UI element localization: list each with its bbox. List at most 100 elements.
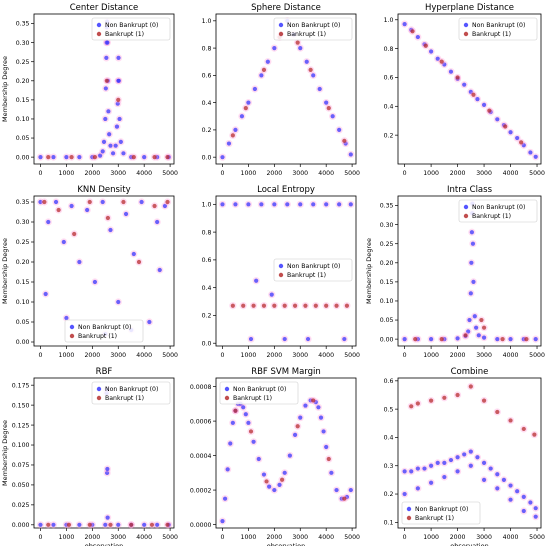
non-bankrupt-point — [508, 337, 513, 342]
non-bankrupt-point — [475, 96, 480, 102]
non-bankrupt-point — [337, 127, 342, 133]
y-tick-label: 1.0 — [384, 17, 394, 24]
non-bankrupt-point — [51, 522, 56, 527]
non-bankrupt-point — [38, 522, 43, 527]
non-bankrupt-point — [272, 45, 277, 51]
bankrupt-point — [524, 337, 529, 342]
non-bankrupt-point — [222, 496, 228, 501]
non-bankrupt-point — [435, 460, 440, 466]
y-tick-label: 0.6 — [384, 75, 394, 82]
y-tick-label: 0.15 — [16, 97, 30, 104]
bankrupt-point — [165, 522, 170, 527]
non-bankrupt-point — [100, 149, 105, 154]
non-bankrupt-point — [533, 337, 538, 342]
non-bankrupt-point — [470, 241, 476, 246]
non-bankrupt-point — [287, 453, 292, 458]
non-bankrupt-point — [105, 466, 110, 472]
bankrupt-point — [251, 303, 256, 308]
non-bankrupt-point — [117, 116, 122, 122]
bankrupt-point — [481, 325, 487, 330]
bankrupt-point — [152, 203, 157, 209]
non-bankrupt-point — [220, 155, 225, 160]
bankrupt-point — [342, 138, 347, 143]
x-tick-label: 2000 — [84, 352, 100, 359]
non-bankrupt-point — [462, 82, 467, 87]
non-bankrupt-point — [435, 56, 440, 61]
y-tick-label: 0.025 — [12, 502, 30, 509]
y-tick-label: 0.100 — [12, 442, 30, 449]
non-bankrupt-point — [469, 260, 474, 265]
legend-label: Non Bankrupt (0) — [472, 204, 525, 211]
bankrupt-point — [243, 105, 248, 111]
bankrupt-point — [303, 303, 308, 308]
bankrupt-point — [233, 408, 238, 413]
non-bankrupt-point — [139, 199, 144, 205]
bankrupt-point — [479, 317, 484, 323]
y-tick-label: 0.0008 — [190, 384, 212, 391]
bankrupt-point — [471, 92, 476, 97]
bankrupt-point — [261, 67, 267, 73]
non-bankrupt-point — [348, 152, 353, 157]
non-bankrupt-point — [303, 403, 308, 408]
bankrupt-point — [308, 67, 313, 73]
non-bankrupt-point — [330, 114, 335, 119]
bankrupt-point — [342, 496, 347, 501]
x-tick-label: 4000 — [136, 170, 152, 177]
y-tick-label: 0.35 — [16, 199, 30, 206]
x-tick-label: 4000 — [503, 534, 519, 541]
x-tick-label: 5000 — [529, 534, 545, 541]
x-tick-label: 1000 — [59, 170, 75, 177]
x-tick-label: 3000 — [110, 170, 126, 177]
non-bankrupt-point — [298, 202, 303, 207]
non-bankrupt-point — [155, 219, 160, 225]
x-tick-label: 0 — [403, 534, 407, 541]
legend-marker — [463, 31, 469, 37]
x-tick-label: 3000 — [292, 534, 308, 541]
non-bankrupt-point — [115, 101, 120, 106]
non-bankrupt-point — [415, 34, 420, 40]
y-tick-label: 0.20 — [16, 78, 30, 85]
non-bankrupt-point — [116, 299, 121, 305]
x-tick-label: 5000 — [529, 170, 545, 177]
legend-marker — [96, 31, 102, 37]
y-axis-label: Membership Degree — [1, 238, 9, 304]
legend-label: Bankrupt (1) — [287, 31, 326, 38]
non-bankrupt-point — [508, 497, 513, 502]
x-tick-label: 4000 — [318, 534, 334, 541]
non-bankrupt-point — [105, 470, 110, 476]
bankrupt-point — [521, 426, 526, 432]
non-bankrupt-point — [429, 49, 434, 54]
legend-label: Bankrupt (1) — [233, 395, 272, 402]
non-bankrupt-point — [442, 474, 447, 480]
bankrupt-point — [423, 43, 428, 48]
non-bankrupt-point — [101, 139, 107, 144]
bankrupt-point — [413, 337, 418, 342]
non-bankrupt-point — [348, 487, 353, 493]
legend-label: Bankrupt (1) — [472, 213, 511, 220]
y-tick-label: 0.25 — [16, 59, 30, 66]
chart-title: RBF SVM Margin — [251, 367, 321, 377]
y-tick-label: 0.10 — [16, 299, 30, 306]
chart-panel-5: Local Entropy 0 1000 2000 3000 4000 5000 0.0 0.2… — [202, 185, 360, 359]
x-tick-label: 4000 — [136, 534, 152, 541]
x-tick-label: 2000 — [84, 170, 100, 177]
non-bankrupt-point — [317, 86, 322, 92]
bankrupt-point — [46, 522, 51, 527]
non-bankrupt-point — [285, 202, 290, 207]
bankrupt-point — [272, 303, 277, 308]
chart-title: RBF — [96, 367, 113, 377]
x-tick-label: 2000 — [84, 534, 100, 541]
legend-box — [64, 319, 144, 343]
non-bankrupt-point — [402, 469, 407, 474]
non-bankrupt-point — [429, 480, 434, 485]
y-tick-label: 0.20 — [16, 259, 30, 266]
x-tick-label: 3000 — [110, 352, 126, 359]
y-tick-label: 0.15 — [380, 279, 394, 286]
bankrupt-point — [108, 522, 113, 527]
legend-box — [273, 17, 353, 41]
non-bankrupt-point — [448, 457, 454, 463]
non-bankrupt-point — [116, 78, 121, 83]
x-tick-label: 0 — [221, 170, 225, 177]
non-bankrupt-point — [481, 477, 487, 482]
y-tick-label: 0.6 — [202, 73, 212, 80]
